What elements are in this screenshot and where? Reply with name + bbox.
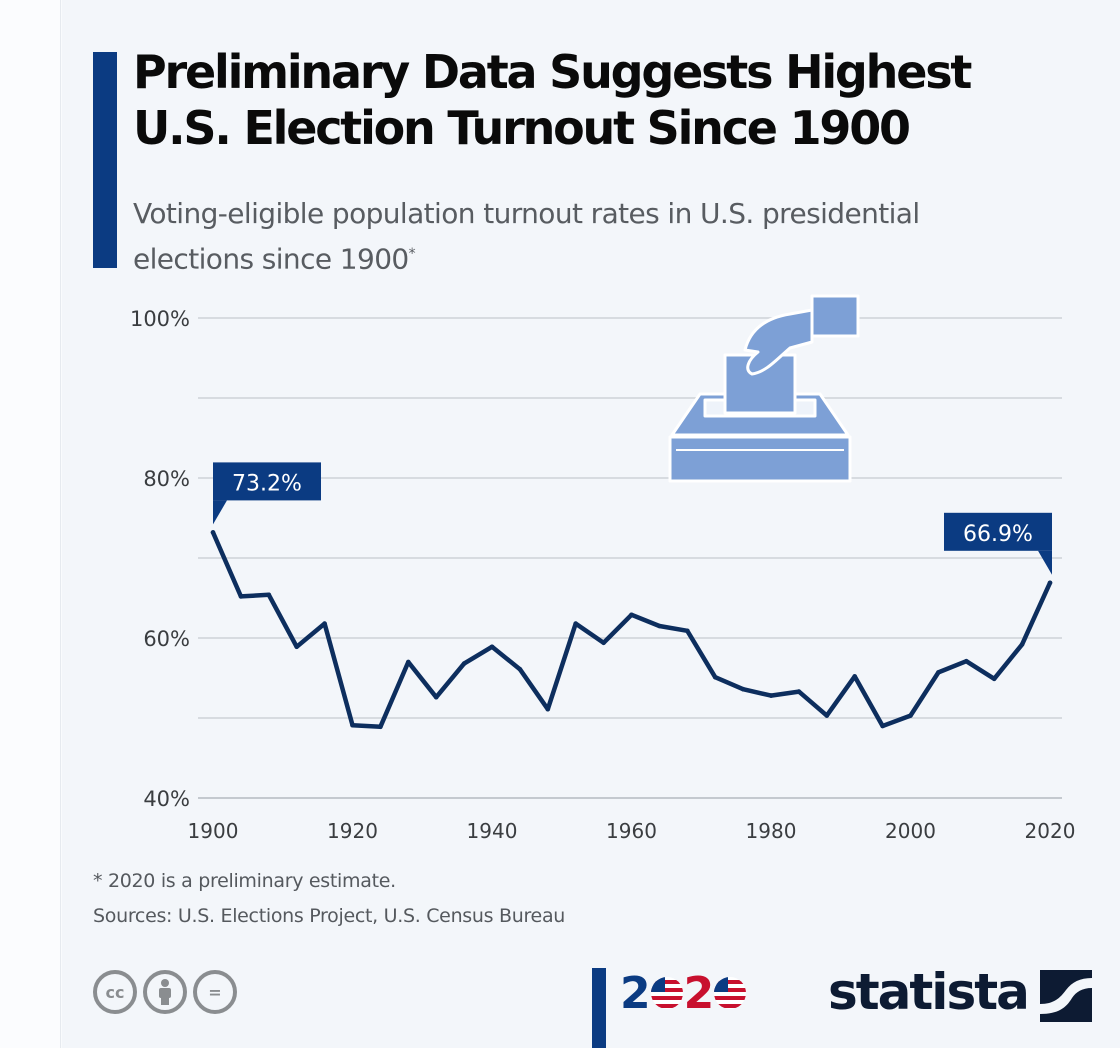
y-axis-ticks: 40% 60% 80% 100%	[130, 307, 190, 811]
ballot-paper-small	[810, 294, 860, 338]
chart-title: Preliminary Data Suggests Highest U.S. E…	[133, 44, 1113, 156]
data-point	[322, 621, 327, 626]
data-point	[964, 658, 969, 664]
data-point	[768, 693, 774, 698]
license-icons: cc =	[93, 970, 237, 1014]
x-tick-label: 1980	[746, 819, 797, 843]
footnote-marker: *	[408, 246, 416, 262]
data-label-text: 73.2%	[232, 471, 302, 496]
y-tick-label: 100%	[130, 307, 190, 331]
footnote: * 2020 is a preliminary estimate.	[93, 870, 396, 892]
infographic-card	[62, 0, 1120, 1048]
data-point	[294, 644, 300, 650]
flag-heart-icon	[714, 977, 747, 1009]
subtitle-line-1: Voting-eligible population turnout rates…	[133, 197, 920, 230]
sources: Sources: U.S. Elections Project, U.S. Ce…	[93, 905, 566, 927]
data-label-text: 66.9%	[963, 522, 1033, 547]
data-point	[210, 530, 216, 535]
y-tick-label: 80%	[143, 467, 190, 491]
data-point	[406, 659, 411, 665]
no-derivatives-icon[interactable]: =	[193, 970, 237, 1014]
data-point	[601, 640, 606, 646]
data-point	[378, 724, 383, 730]
data-point	[685, 628, 690, 634]
data-label-box	[944, 512, 1052, 551]
hand	[743, 308, 814, 376]
data-point	[545, 706, 551, 712]
x-tick-label: 2020	[1025, 819, 1076, 843]
page-margin	[0, 0, 61, 1048]
election-logo-bar	[592, 968, 606, 1048]
x-tick-label: 2000	[885, 819, 936, 843]
y-tick-label: 40%	[143, 787, 190, 811]
ballot-box-icon	[668, 294, 860, 483]
title-accent-bar	[93, 52, 117, 268]
data-point	[266, 592, 272, 598]
data-point	[1019, 642, 1025, 647]
statista-logo-text[interactable]: statista	[828, 963, 1030, 1021]
data-point	[852, 674, 857, 679]
data-points	[210, 530, 1053, 730]
data-point	[908, 713, 913, 718]
data-point	[1047, 580, 1053, 586]
data-point	[573, 621, 578, 626]
x-tick-label: 1900	[188, 819, 239, 843]
data-point	[991, 676, 997, 682]
data-label-box	[213, 462, 321, 501]
gridlines	[198, 317, 1062, 799]
data-point	[238, 594, 244, 599]
statista-logo-icon	[1040, 970, 1092, 1022]
data-point	[433, 694, 439, 700]
data-point	[629, 612, 634, 618]
series-line-turnout	[210, 530, 1053, 730]
data-point	[657, 623, 662, 629]
x-tick-label: 1920	[327, 819, 378, 843]
x-tick-label: 1960	[606, 819, 657, 843]
data-point	[880, 723, 885, 729]
data-point	[936, 670, 941, 675]
data-point	[489, 644, 495, 650]
data-label-pointer	[1038, 550, 1052, 575]
data-point	[712, 674, 718, 680]
flag-heart-icon	[650, 977, 683, 1009]
data-point	[796, 689, 802, 694]
title-line-2: U.S. Election Turnout Since 1900	[133, 101, 911, 155]
data-point	[461, 661, 467, 666]
x-axis-ticks: 1900 1920 1940 1960 1980 2000 2020	[188, 819, 1076, 843]
data-point	[517, 666, 523, 672]
y-tick-label: 60%	[143, 627, 190, 651]
ballot-box-body	[668, 435, 852, 483]
data-point	[350, 722, 355, 728]
data-point	[824, 713, 830, 718]
data-point	[740, 686, 746, 692]
data-label-pointer	[213, 500, 227, 525]
data-labels: 73.2% 66.9%	[213, 462, 1052, 575]
attribution-icon[interactable]	[143, 970, 187, 1014]
chart-subtitle: Voting-eligible population turnout rates…	[133, 194, 1113, 279]
cc-icon[interactable]: cc	[93, 970, 137, 1014]
title-line-1: Preliminary Data Suggests Highest	[133, 45, 972, 99]
subtitle-line-2: elections since 1900	[133, 242, 409, 276]
x-tick-label: 1940	[467, 819, 518, 843]
